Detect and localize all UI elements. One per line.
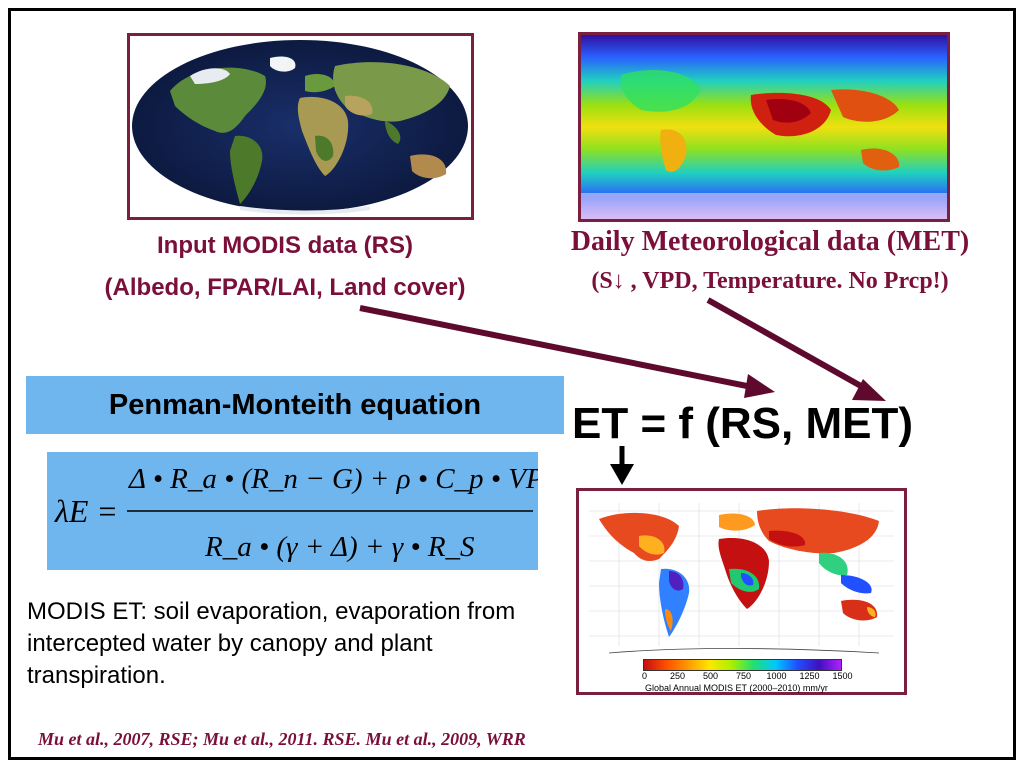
et-colorbar-ticks: 0 250 500 750 1000 1250 1500: [628, 671, 858, 681]
met-input-subtitle: (S↓ , VPD, Temperature. No Prcp!): [591, 268, 949, 294]
rs-input-subtitle: (Albedo, FPAR/LAI, Land cover): [104, 274, 466, 301]
colorbar-tick: 1250: [799, 671, 820, 681]
et-formula: ET = f (RS, MET): [572, 399, 913, 448]
rs-input-title: Input MODIS data (RS): [157, 232, 413, 259]
colorbar-tick: 750: [735, 671, 752, 681]
meteorological-map-image: [578, 32, 950, 222]
slide-frame: [8, 8, 1016, 760]
rs-to-et-arrow-shaft: [359, 305, 753, 390]
rs-to-et-arrowhead: [744, 374, 775, 398]
citation: Mu et al., 2007, RSE; Mu et al., 2011. R…: [38, 729, 526, 749]
met-to-et-arrowhead: [852, 379, 886, 401]
colorbar-tick: 250: [669, 671, 686, 681]
penman-monteith-equation: λE = Δ • R_a • (R_n − G) + ρ • C_p • VPD…: [47, 452, 565, 570]
colorbar-tick: 0: [641, 671, 647, 681]
modis-globe-image: [127, 33, 474, 220]
colorbar-tick: 1000: [766, 671, 787, 681]
et-map-caption: Global Annual MODIS ET (2000–2010) mm/yr: [645, 683, 828, 693]
et-down-arrowhead: [610, 464, 634, 485]
equation-numerator: Δ • R_a • (R_n − G) + ρ • C_p • VPD: [128, 463, 538, 495]
modis-et-description: MODIS ET: soil evaporation, evaporation …: [27, 598, 516, 689]
penman-monteith-label-box: [26, 376, 564, 434]
met-to-et-arrow-shaft: [706, 297, 870, 393]
equation-lhs: λE =: [54, 493, 118, 529]
colorbar-tick: 500: [702, 671, 719, 681]
penman-monteith-label: Penman-Monteith equation: [108, 389, 482, 421]
et-colorbar: [643, 659, 842, 671]
equation-denominator: R_a • (γ + Δ) + γ • R_S: [204, 531, 475, 563]
met-input-title: Daily Meteorological data (MET): [570, 226, 970, 257]
colorbar-tick: 1500: [832, 671, 853, 681]
